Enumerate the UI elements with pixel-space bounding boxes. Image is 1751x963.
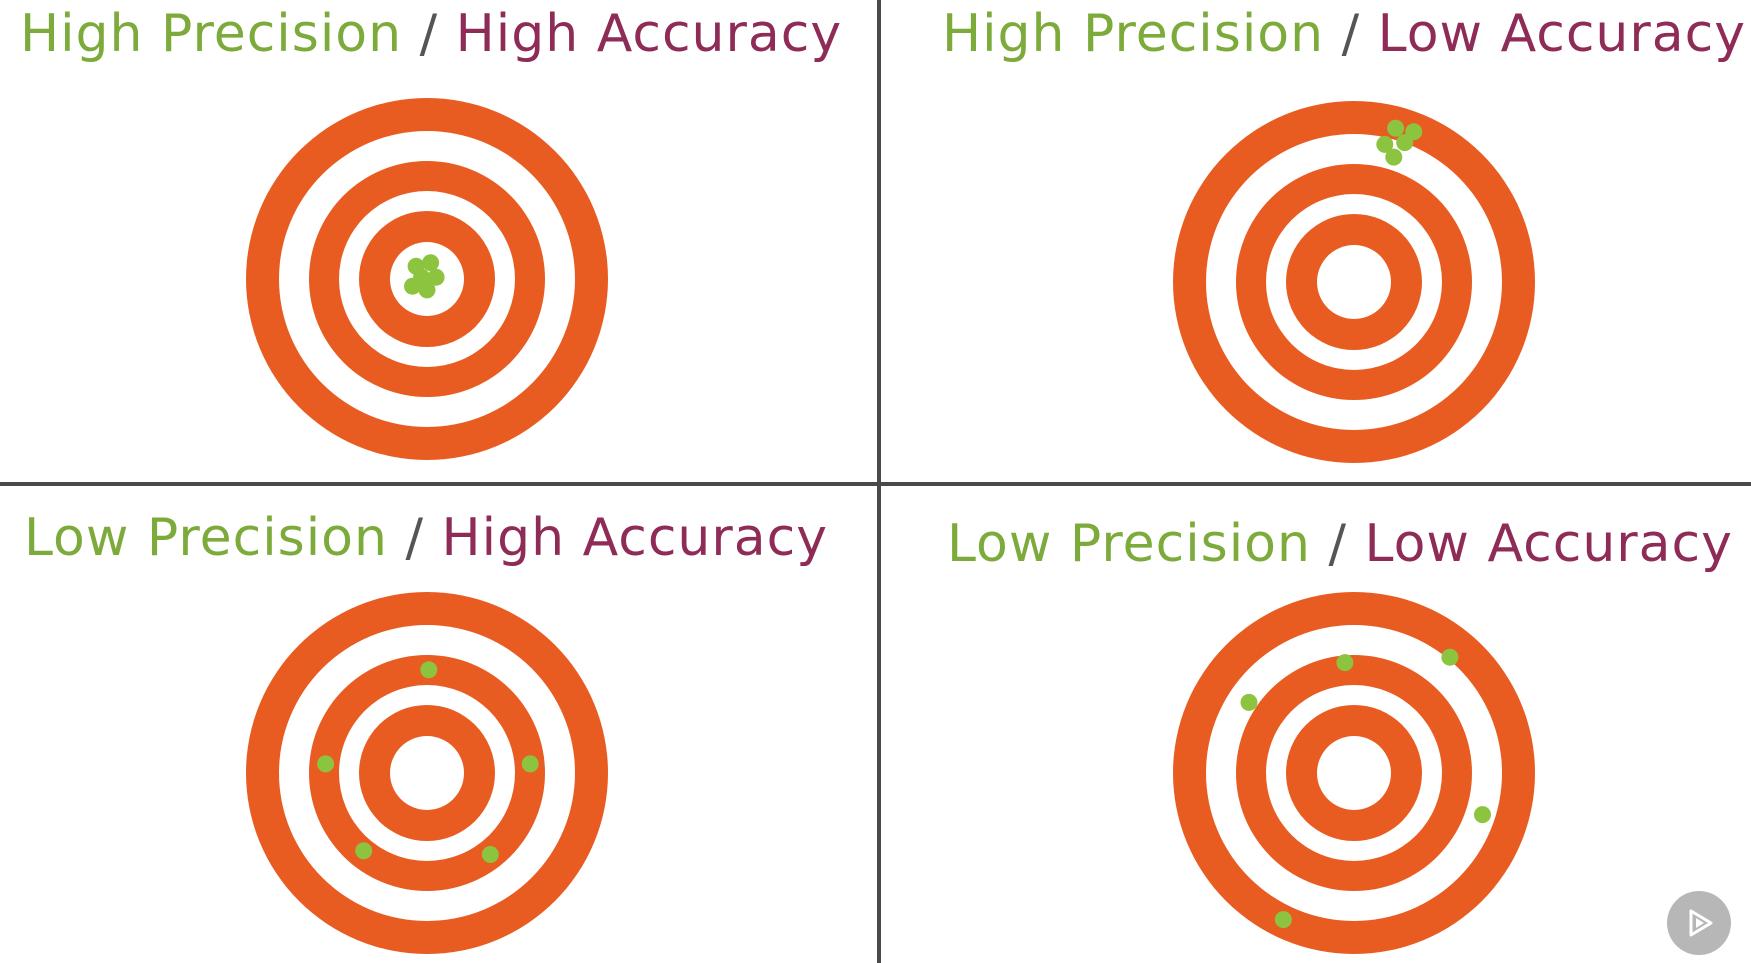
shot-dot [1385,148,1403,166]
shot-dot [1396,134,1414,152]
bullseye [1317,736,1391,810]
shot-dot [481,846,499,863]
target-low-precision-high-accuracy [246,592,608,954]
accuracy-label: High Accuracy [441,508,828,568]
shot-dot [355,842,373,860]
shot-dot [1274,911,1292,929]
shot-dot [420,661,438,679]
quadrant-title: High Precision / High Accuracy [20,4,842,64]
shot-dot [413,268,431,286]
shot-dot [1336,654,1354,672]
quadrant-title: High Precision / Low Accuracy [942,4,1746,64]
shot-dot [521,755,539,773]
shot-dot [1387,119,1405,137]
shot-dot [1474,806,1491,824]
precision-label: Low Precision [947,514,1311,574]
accuracy-label: High Accuracy [455,4,843,64]
precision-label: High Precision [20,4,403,64]
shot-dot [1376,135,1394,153]
precision-label: High Precision [942,4,1325,64]
horizontal-divider [0,482,1751,486]
vertical-divider [877,0,881,963]
target-low-precision-low-accuracy [1173,592,1535,954]
slash-separator: / [1341,4,1361,64]
slash-separator: / [419,4,439,64]
shot-dot [418,281,436,299]
quadrant-title: Low Precision / Low Accuracy [947,514,1733,574]
shot-dot [317,755,335,773]
play-button[interactable] [1667,891,1731,955]
accuracy-label: Low Accuracy [1364,514,1733,574]
slash-separator: / [405,508,425,568]
slash-separator: / [1328,514,1348,574]
bullseye [390,736,464,810]
shot-dot [1441,648,1459,666]
accuracy-label: Low Accuracy [1377,4,1746,64]
shot-dot [422,254,440,272]
target-high-precision-low-accuracy [1173,101,1535,463]
bullseye [1317,245,1391,319]
target-high-precision-high-accuracy [246,98,608,460]
shot-dot [427,268,445,286]
shot-dot [1240,693,1258,711]
play-icon [1689,909,1713,937]
precision-label: Low Precision [24,508,388,568]
quadrant-title: Low Precision / High Accuracy [24,508,828,568]
